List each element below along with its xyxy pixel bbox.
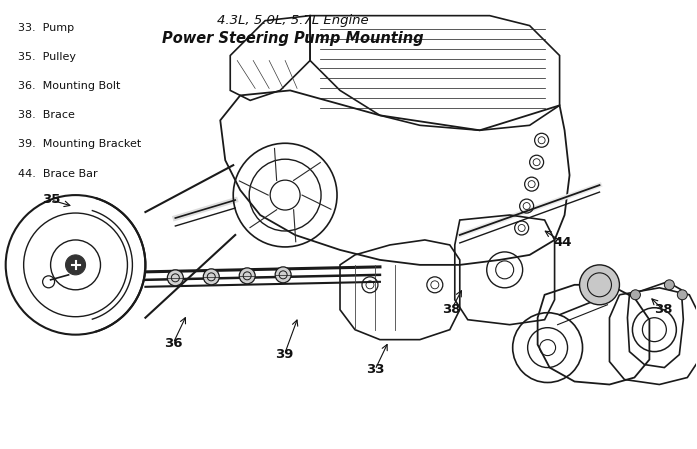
Text: 35: 35 [42, 194, 60, 207]
Text: 39: 39 [275, 348, 293, 361]
Text: 38: 38 [442, 303, 461, 316]
Circle shape [275, 267, 291, 283]
Circle shape [66, 255, 86, 275]
Text: 44.  Brace Bar: 44. Brace Bar [18, 168, 98, 179]
Circle shape [167, 270, 183, 286]
Circle shape [631, 290, 641, 300]
Text: 33: 33 [366, 364, 384, 376]
Circle shape [664, 280, 675, 290]
Text: 39.  Mounting Bracket: 39. Mounting Bracket [18, 140, 141, 150]
Circle shape [204, 269, 220, 285]
Text: Power Steering Pump Mounting: Power Steering Pump Mounting [162, 31, 424, 46]
Circle shape [579, 265, 620, 305]
Text: 44: 44 [553, 236, 572, 249]
Text: 33.  Pump: 33. Pump [18, 23, 74, 33]
Circle shape [239, 268, 255, 284]
Text: 38: 38 [654, 303, 672, 316]
Text: 36: 36 [164, 337, 183, 350]
Text: 4.3L, 5.0L, 5.7L Engine: 4.3L, 5.0L, 5.7L Engine [217, 14, 369, 27]
Text: 35.  Pulley: 35. Pulley [18, 52, 76, 62]
Circle shape [677, 290, 687, 300]
Text: 38.  Brace: 38. Brace [18, 110, 75, 120]
Text: 36.  Mounting Bolt: 36. Mounting Bolt [18, 81, 121, 91]
